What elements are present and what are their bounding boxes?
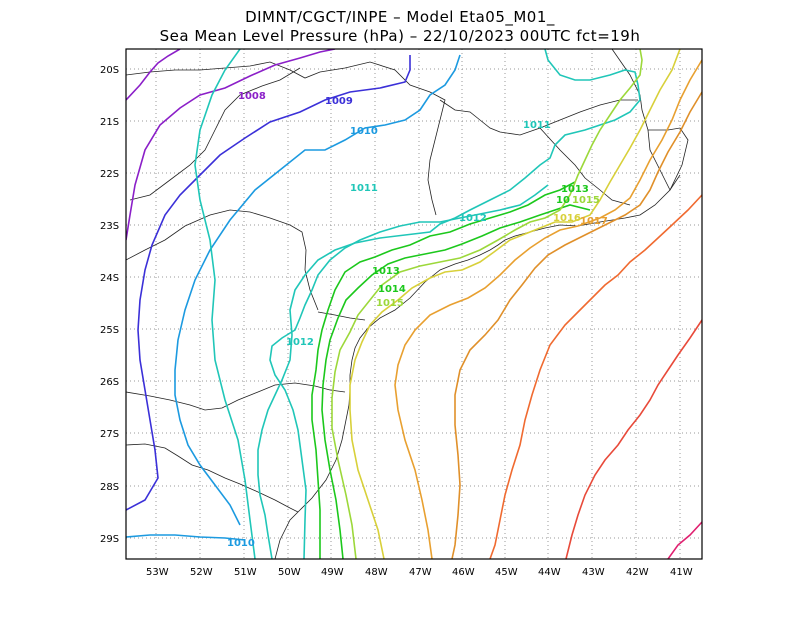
- contour-label: 1010: [350, 126, 378, 137]
- contour-label: 1016: [553, 213, 581, 224]
- contour-label: 1010: [227, 538, 255, 549]
- lat-tick-label: 22S: [100, 169, 119, 180]
- lon-tick-label: 45W: [495, 567, 518, 578]
- chart-title-line2: Sea Mean Level Pressure (hPa) – 22/10/20…: [159, 27, 641, 45]
- coastline-and-borders: [126, 49, 689, 559]
- lon-tick-label: 49W: [321, 567, 344, 578]
- lat-tick-label: 20S: [100, 65, 119, 76]
- lon-tick-label: 42W: [626, 567, 649, 578]
- contour-label: 1011: [350, 183, 378, 194]
- lat-tick-label: 28S: [100, 482, 119, 493]
- isobars: [126, 49, 702, 559]
- lon-tick-label: 48W: [365, 567, 388, 578]
- lat-tick-label: 23S: [100, 221, 119, 232]
- contour-label: 1013: [561, 184, 589, 195]
- contour-label: 1015: [572, 195, 600, 206]
- contour-label: 1011: [523, 120, 551, 131]
- lon-tick-label: 47W: [409, 567, 432, 578]
- contour-label: 1014: [378, 284, 406, 295]
- contour-label: 1012: [459, 213, 487, 224]
- lat-tick-label: 26S: [100, 377, 119, 388]
- chart-title-line1: DIMNT/CGCT/INPE – Model Eta05_M01_: [245, 8, 555, 26]
- lon-tick-label: 52W: [190, 567, 213, 578]
- contour-label: 1013: [372, 266, 400, 277]
- contour-label: 1017: [580, 216, 608, 227]
- lon-tick-label: 43W: [582, 567, 605, 578]
- lon-tick-label: 51W: [234, 567, 257, 578]
- latitude-axis: 20S 21S 22S 23S 24S 25S 26S 27S 28S 29S: [100, 65, 119, 545]
- contour-labels: 1008 1009 1010 1011 1011 1012 1012 1013 …: [227, 91, 608, 549]
- lon-tick-label: 41W: [670, 567, 693, 578]
- lon-tick-label: 46W: [452, 567, 475, 578]
- lat-tick-label: 24S: [100, 273, 119, 284]
- longitude-axis: 53W 52W 51W 50W 49W 48W 47W 46W 45W 44W …: [146, 567, 693, 578]
- lat-tick-label: 21S: [100, 117, 119, 128]
- lat-tick-label: 25S: [100, 325, 119, 336]
- lon-tick-label: 44W: [538, 567, 561, 578]
- map-frame: [125, 48, 703, 560]
- lat-tick-label: 29S: [100, 534, 119, 545]
- lat-tick-label: 27S: [100, 429, 119, 440]
- contour-label: 1008: [238, 91, 266, 102]
- lon-tick-label: 53W: [146, 567, 169, 578]
- contour-label: 1012: [286, 337, 314, 348]
- contour-label: 1009: [325, 96, 353, 107]
- lon-tick-label: 50W: [278, 567, 301, 578]
- contour-label: 10: [556, 195, 570, 206]
- contour-label: 1015: [376, 298, 404, 309]
